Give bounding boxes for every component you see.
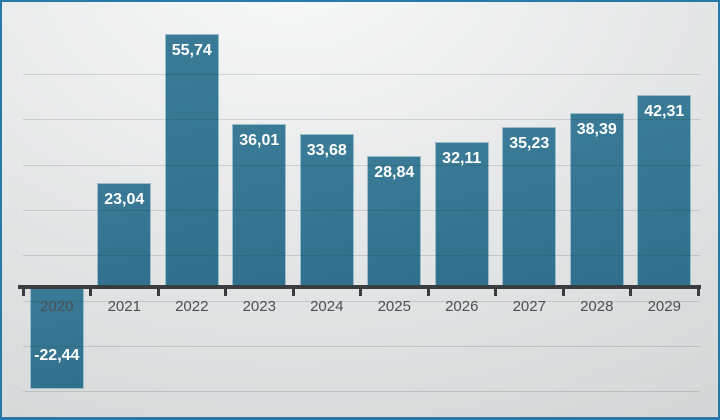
value-label-2029: 42,31: [644, 103, 685, 121]
bar-2020: [29, 287, 84, 389]
gridline: [23, 300, 700, 302]
bar-2025: [367, 156, 422, 287]
axis-tick: [359, 289, 362, 296]
value-label-2025: 28,84: [374, 164, 415, 182]
value-label-2021: 23,04: [104, 190, 145, 208]
gridline: [23, 209, 700, 211]
value-label-2024: 33,68: [306, 142, 347, 160]
axis-tick: [21, 289, 25, 296]
x-tick-label-2028: 2028: [580, 298, 614, 315]
bar-2029: [637, 95, 692, 287]
bar-2027: [502, 127, 557, 287]
gridline: [23, 119, 700, 121]
value-label-2023: 36,01: [239, 131, 280, 149]
x-tick-label-2020: 2020: [40, 298, 74, 315]
axis-tick: [494, 289, 497, 296]
axis-tick: [629, 289, 632, 296]
value-label-2020: -22,44: [34, 346, 80, 364]
bar-2024: [299, 134, 354, 287]
bar-2022: [164, 34, 219, 287]
bar-2026: [434, 141, 489, 287]
x-tick-label-2026: 2026: [445, 298, 479, 315]
x-tick-label-2029: 2029: [647, 298, 681, 315]
x-tick-label-2021: 2021: [107, 298, 141, 315]
axis-tick: [696, 289, 700, 296]
x-tick-label-2024: 2024: [310, 298, 344, 315]
x-tick-label-2027: 2027: [512, 298, 546, 315]
x-tick-label-2025: 2025: [377, 298, 411, 315]
value-label-2027: 35,23: [509, 135, 550, 153]
axis-tick: [561, 289, 565, 296]
axis-tick: [426, 289, 430, 296]
x-tick-label-2022: 2022: [175, 298, 209, 315]
value-label-2022: 55,74: [171, 42, 212, 60]
axis-tick: [291, 289, 295, 296]
gridline: [23, 164, 700, 166]
gridline: [23, 74, 700, 76]
axis-tick: [224, 289, 227, 296]
gridline: [23, 255, 700, 257]
value-label-2028: 38,39: [576, 121, 617, 139]
bar-2028: [569, 113, 624, 287]
gridline: [23, 391, 700, 393]
x-tick-label-2023: 2023: [242, 298, 276, 315]
value-label-2026: 32,11: [442, 149, 482, 167]
gridline: [23, 345, 700, 347]
axis-tick: [89, 289, 92, 296]
x-axis-line: [18, 285, 701, 289]
axis-tick: [156, 289, 160, 296]
bar-2021: [97, 182, 152, 287]
